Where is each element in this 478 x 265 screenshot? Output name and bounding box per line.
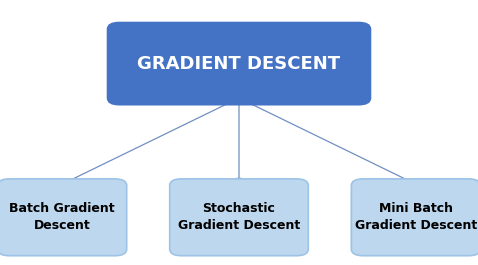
- FancyBboxPatch shape: [108, 23, 370, 105]
- Text: Batch Gradient
Descent: Batch Gradient Descent: [10, 202, 115, 232]
- FancyBboxPatch shape: [170, 179, 308, 256]
- Text: Stochastic
Gradient Descent: Stochastic Gradient Descent: [178, 202, 300, 232]
- Text: GRADIENT DESCENT: GRADIENT DESCENT: [138, 55, 340, 73]
- FancyBboxPatch shape: [0, 179, 127, 256]
- Text: Mini Batch
Gradient Descent: Mini Batch Gradient Descent: [355, 202, 477, 232]
- FancyBboxPatch shape: [351, 179, 478, 256]
